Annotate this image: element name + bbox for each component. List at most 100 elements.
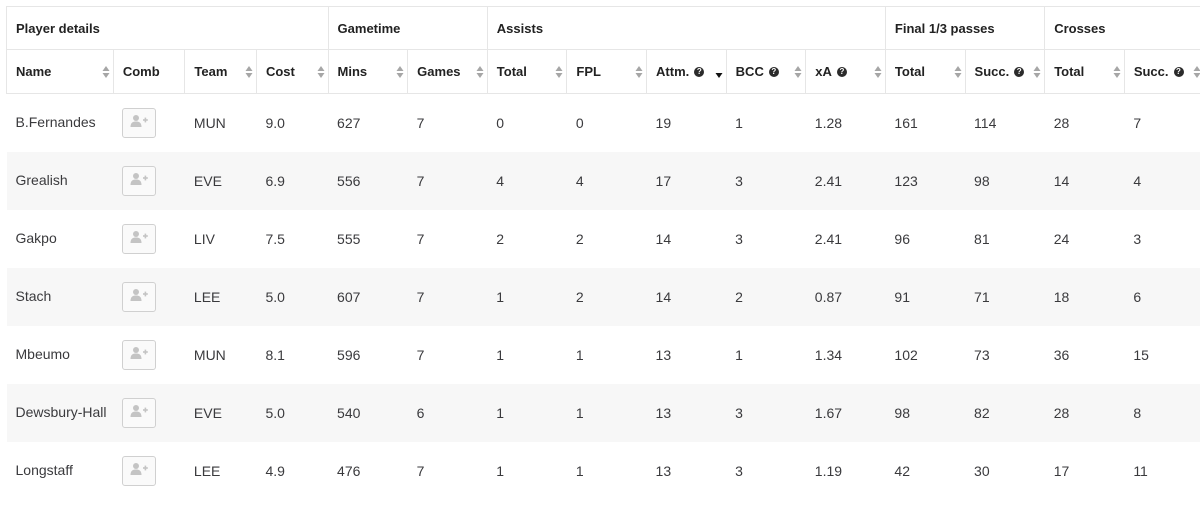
- column-header[interactable]: Total: [1045, 50, 1125, 94]
- add-to-comb-button[interactable]: [122, 456, 156, 486]
- column-header[interactable]: Succ.?: [1124, 50, 1200, 94]
- xa-cell: 1.28: [806, 94, 886, 152]
- mins-cell: 556: [328, 152, 408, 210]
- column-header[interactable]: FPL: [567, 50, 647, 94]
- crosses-total-cell: 28: [1045, 384, 1125, 442]
- sort-arrows-icon[interactable]: [1113, 65, 1121, 79]
- add-to-comb-button[interactable]: [122, 108, 156, 138]
- column-header[interactable]: Team: [185, 50, 257, 94]
- comb-cell: [113, 210, 185, 268]
- assists-total-cell: 1: [487, 442, 567, 500]
- attempts-cell: 14: [647, 268, 727, 326]
- sort-arrows-icon[interactable]: [317, 65, 325, 79]
- team-cell: LEE: [185, 442, 257, 500]
- mins-cell: 607: [328, 268, 408, 326]
- add-to-comb-button[interactable]: [122, 224, 156, 254]
- final-third-succ-cell: 71: [965, 268, 1045, 326]
- final-third-succ-cell: 81: [965, 210, 1045, 268]
- sort-arrows-icon[interactable]: [555, 65, 563, 79]
- column-group-header: Player details: [7, 7, 329, 50]
- crosses-succ-cell: 6: [1124, 268, 1200, 326]
- bcc-cell: 3: [726, 384, 806, 442]
- attempts-cell: 14: [647, 210, 727, 268]
- sort-arrows-icon[interactable]: [1033, 65, 1041, 79]
- column-header[interactable]: Total: [487, 50, 567, 94]
- column-header-label: Total: [895, 64, 925, 79]
- add-user-icon: [130, 114, 148, 131]
- column-header-label: BCC: [736, 64, 764, 79]
- attempts-cell: 19: [647, 94, 727, 152]
- add-to-comb-button[interactable]: [122, 166, 156, 196]
- column-header-label: Comb: [123, 64, 160, 79]
- mins-cell: 540: [328, 384, 408, 442]
- sort-arrows-icon[interactable]: [715, 65, 723, 79]
- add-to-comb-button[interactable]: [122, 282, 156, 312]
- column-header[interactable]: Mins: [328, 50, 408, 94]
- sort-arrows-icon[interactable]: [245, 65, 253, 79]
- column-header-label: Games: [417, 64, 460, 79]
- cost-cell: 7.5: [256, 210, 328, 268]
- comb-cell: [113, 326, 185, 384]
- bcc-cell: 3: [726, 152, 806, 210]
- column-header-content: Succ.?: [1134, 64, 1200, 79]
- cost-cell: 8.1: [256, 326, 328, 384]
- column-group-header: Gametime: [328, 7, 487, 50]
- column-group-header: Final 1/3 passes: [885, 7, 1044, 50]
- column-header: Comb: [113, 50, 185, 94]
- column-header[interactable]: Attm.?: [647, 50, 727, 94]
- team-cell: EVE: [185, 152, 257, 210]
- final-third-total-cell: 42: [885, 442, 965, 500]
- question-circle-icon[interactable]: ?: [694, 67, 704, 77]
- comb-cell: [113, 94, 185, 152]
- column-header[interactable]: Games: [408, 50, 488, 94]
- column-header[interactable]: Name: [7, 50, 114, 94]
- final-third-succ-cell: 73: [965, 326, 1045, 384]
- final-third-total-cell: 161: [885, 94, 965, 152]
- crosses-succ-cell: 3: [1124, 210, 1200, 268]
- column-header[interactable]: BCC?: [726, 50, 806, 94]
- cost-cell: 9.0: [256, 94, 328, 152]
- add-to-comb-button[interactable]: [122, 398, 156, 428]
- bcc-cell: 3: [726, 210, 806, 268]
- column-header-label: Attm.: [656, 64, 689, 79]
- fpl-assists-cell: 2: [567, 268, 647, 326]
- bcc-cell: 1: [726, 326, 806, 384]
- add-user-icon: [130, 462, 148, 479]
- sort-arrows-icon[interactable]: [396, 65, 404, 79]
- team-cell: LIV: [185, 210, 257, 268]
- crosses-succ-cell: 7: [1124, 94, 1200, 152]
- games-cell: 7: [408, 210, 488, 268]
- final-third-total-cell: 98: [885, 384, 965, 442]
- sort-arrows-icon[interactable]: [874, 65, 882, 79]
- sort-arrows-icon[interactable]: [1193, 65, 1200, 79]
- question-circle-icon[interactable]: ?: [769, 67, 779, 77]
- bcc-cell: 3: [726, 442, 806, 500]
- question-circle-icon[interactable]: ?: [1174, 67, 1184, 77]
- crosses-total-cell: 24: [1045, 210, 1125, 268]
- sort-arrows-icon[interactable]: [794, 65, 802, 79]
- sort-arrows-icon[interactable]: [102, 65, 110, 79]
- player-name-cell: B.Fernandes: [7, 94, 114, 152]
- player-name-cell: Stach: [7, 268, 114, 326]
- column-header[interactable]: Succ.?: [965, 50, 1045, 94]
- team-cell: LEE: [185, 268, 257, 326]
- sort-arrows-icon[interactable]: [476, 65, 484, 79]
- mins-cell: 555: [328, 210, 408, 268]
- column-header[interactable]: Total: [885, 50, 965, 94]
- assists-total-cell: 1: [487, 268, 567, 326]
- question-circle-icon[interactable]: ?: [1014, 67, 1024, 77]
- sort-arrows-icon[interactable]: [954, 65, 962, 79]
- add-to-comb-button[interactable]: [122, 340, 156, 370]
- crosses-succ-cell: 11: [1124, 442, 1200, 500]
- question-circle-icon[interactable]: ?: [837, 67, 847, 77]
- comb-cell: [113, 152, 185, 210]
- xa-cell: 0.87: [806, 268, 886, 326]
- sort-arrows-icon[interactable]: [635, 65, 643, 79]
- column-header[interactable]: Cost: [256, 50, 328, 94]
- column-header[interactable]: xA?: [806, 50, 886, 94]
